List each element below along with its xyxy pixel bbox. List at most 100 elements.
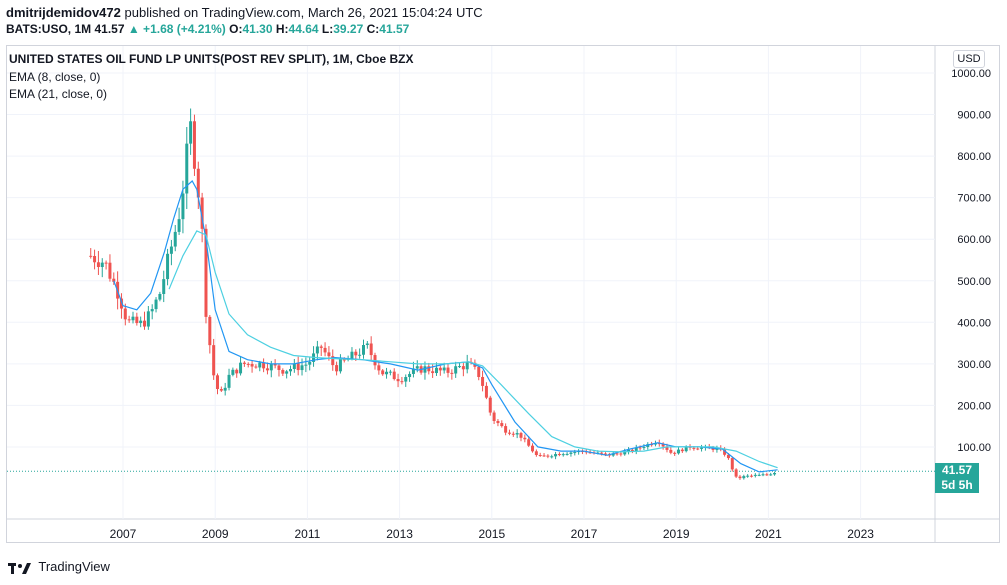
x-tick-label: 2021 (755, 527, 782, 541)
candle-body (569, 452, 573, 454)
candle-body (496, 420, 500, 424)
candle-body (131, 316, 135, 321)
candle-body (507, 432, 511, 434)
price-tag-countdown: 5d 5h (941, 478, 973, 492)
candle-body (458, 366, 462, 368)
candle-body (465, 361, 469, 370)
candle-body (112, 278, 116, 282)
candles (89, 108, 777, 480)
candle-body (358, 354, 362, 356)
candle-body (150, 309, 154, 312)
candle-body (615, 453, 619, 455)
price-tag: 41.57 5d 5h (935, 463, 979, 493)
x-axis: 2007 2009 2011 2013 2015 2017 2019 2021 2023 (110, 527, 875, 541)
candle-body (623, 451, 627, 455)
candle-body (158, 293, 162, 300)
candle-body (146, 311, 150, 327)
price-tag-value: 41.57 (941, 463, 973, 477)
candle-body (123, 308, 127, 320)
candle-body (519, 433, 523, 438)
candle-body (119, 298, 123, 309)
x-tick-label: 2015 (478, 527, 505, 541)
candle-body (692, 447, 696, 449)
currency-button[interactable]: USD (953, 50, 985, 68)
candle-body (438, 367, 442, 371)
y-tick-label: 500.00 (957, 276, 991, 288)
candle-body (442, 367, 446, 371)
candle-body (392, 371, 396, 380)
candle-body (292, 363, 296, 370)
candle-body (450, 372, 454, 374)
candle-body (773, 472, 777, 475)
candle-body (288, 369, 292, 372)
candle-body (411, 368, 415, 374)
low-value: 39.27 (333, 22, 364, 36)
candle-body (315, 346, 319, 354)
candle-body (588, 452, 592, 454)
candle-body (281, 369, 285, 374)
candle-body (173, 231, 177, 247)
candle-body (223, 387, 227, 391)
candle-body (627, 449, 631, 452)
y-tick-label: 800.00 (957, 151, 991, 163)
candle-body (227, 374, 231, 388)
candle-body (538, 454, 542, 456)
candle-body (135, 316, 139, 324)
candle-body (296, 363, 300, 371)
candle-body (100, 262, 104, 268)
candle-body (342, 359, 346, 361)
candle-body (431, 371, 435, 374)
candle-body (196, 168, 200, 198)
candle-body (377, 365, 381, 371)
footer-brand[interactable]: TradingView (8, 559, 110, 575)
candle-body (523, 437, 527, 440)
author-name[interactable]: dmitrijdemidov472 (6, 5, 121, 20)
ohlc-line: BATS:USO, 1M 41.57 ▲ +1.68 (+4.21%) O:41… (6, 22, 410, 36)
x-tick-label: 2017 (571, 527, 598, 541)
candle-body (365, 343, 369, 346)
candle-body (242, 362, 246, 364)
candle-body (753, 474, 757, 476)
candle-body (757, 474, 761, 476)
candle-body (550, 456, 554, 458)
y-tick-label: 100.00 (957, 442, 991, 454)
candle-body (415, 366, 419, 369)
x-tick-label: 2013 (386, 527, 413, 541)
close-value: 41.57 (379, 22, 410, 36)
candle-body (192, 121, 196, 169)
candle-body (308, 361, 312, 365)
candle-body (554, 454, 558, 457)
candle-body (600, 452, 604, 454)
y-tick-label: 600.00 (957, 234, 991, 246)
candle-body (746, 475, 750, 477)
ema-lines (113, 180, 778, 473)
candle-body (396, 379, 400, 382)
candle-body (565, 453, 569, 455)
candle-body (212, 345, 216, 376)
ema8-legend[interactable]: EMA (8, close, 0) (9, 70, 101, 84)
y-tick-label: 700.00 (957, 193, 991, 205)
high-value: 44.64 (288, 22, 319, 36)
chart-frame[interactable] (6, 45, 1000, 543)
chart-title: UNITED STATES OIL FUND LP UNITS(POST REV… (9, 52, 414, 66)
candle-body (154, 299, 158, 310)
candle-body (208, 316, 212, 346)
x-tick-label: 2009 (202, 527, 229, 541)
candle-body (680, 449, 684, 452)
candle-body (200, 197, 204, 229)
ema21-legend[interactable]: EMA (21, close, 0) (9, 87, 108, 101)
candle-body (235, 369, 239, 374)
candle-body (500, 423, 504, 427)
candle-body (166, 253, 170, 280)
candle-body (400, 381, 404, 383)
candle-body (630, 449, 634, 452)
candle-body (369, 343, 373, 356)
candle-body (573, 452, 577, 454)
last-price: 41.57 (94, 22, 125, 36)
candle-body (219, 389, 223, 391)
candle-body (461, 366, 465, 370)
candle-body (388, 371, 392, 373)
tradingview-logo-icon (8, 562, 31, 574)
candle-body (331, 356, 335, 366)
